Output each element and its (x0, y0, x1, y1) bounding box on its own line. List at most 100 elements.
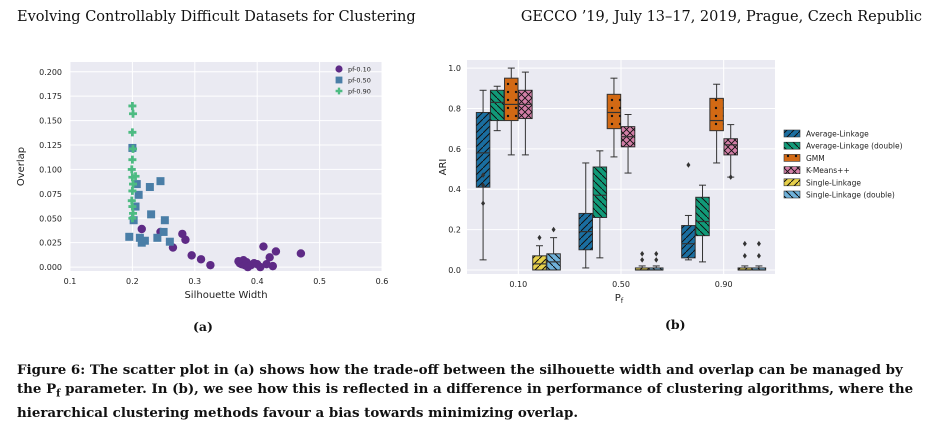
scatter-point (128, 128, 137, 137)
legend-swatch (783, 129, 801, 138)
scatter-point (134, 190, 143, 199)
box-hatch (695, 197, 710, 236)
legend-label: pf-0.10 (348, 66, 371, 74)
scatter-point (168, 243, 178, 252)
subfigure-label-a: (a) (193, 319, 213, 334)
scatter-point (242, 258, 251, 267)
x-tick-label: 0.6 (376, 277, 389, 286)
box (578, 212, 593, 251)
scatter-point (137, 224, 146, 234)
x-tick-label: 0.1 (64, 277, 77, 286)
scatter-point (253, 259, 262, 269)
legend-swatch-hatch (784, 191, 800, 198)
scatter-point (132, 180, 141, 189)
y-tick-label: 0.0 (448, 266, 461, 275)
box-hatch (490, 90, 504, 121)
y-tick-label: 0.8 (448, 104, 461, 113)
scatter-point (265, 253, 274, 262)
scatter-point (128, 155, 137, 164)
box (606, 93, 622, 130)
scatter-point (259, 242, 268, 251)
scatter-point (128, 101, 137, 110)
legend-swatch-hatch (784, 154, 800, 162)
box (620, 126, 636, 148)
scatter-point (165, 237, 174, 246)
x-tick-label: 0.90 (715, 280, 733, 289)
legend-swatch-hatch (784, 166, 800, 174)
box-hatch (738, 267, 752, 270)
legend-label: pf-0.90 (348, 88, 371, 96)
legend-swatch (783, 141, 801, 150)
scatter-point (239, 256, 248, 265)
legend-label: Single-Linkage (double) (806, 191, 895, 200)
y-tick-label: 0.2 (448, 226, 461, 235)
running-header-venue: GECCO ’19, July 13–17, 2019, Prague, Cze… (520, 9, 922, 25)
outlier (742, 253, 747, 259)
legend-label: K-Means++ (806, 166, 850, 175)
figure-caption: Figure 6: The scatter plot in (a) shows … (17, 362, 914, 421)
legend-swatch-hatch (784, 142, 800, 150)
scatter-point (127, 196, 136, 205)
scatter-point (125, 232, 134, 241)
x-tick-label: 0.4 (251, 277, 264, 286)
y-tick-label: 0.175 (39, 92, 62, 101)
scatter-point (243, 262, 253, 272)
box (751, 267, 767, 271)
box (695, 196, 710, 237)
box (681, 225, 696, 259)
outlier (728, 174, 733, 180)
box (532, 255, 547, 271)
plot-area-b (467, 60, 775, 274)
legend-swatch (783, 178, 801, 187)
legend-label: Single-Linkage (806, 178, 861, 187)
scatter-point (128, 173, 137, 182)
scatter-point (140, 236, 149, 245)
scatter-point (129, 109, 138, 118)
box-hatch (752, 267, 766, 270)
legend-swatch-hatch (784, 130, 800, 137)
box-hatch (649, 267, 663, 270)
outlier (481, 182, 486, 188)
outlier (654, 257, 659, 263)
box (709, 97, 724, 132)
box (504, 77, 519, 122)
scatter-point (135, 233, 144, 242)
x-tick-label: 0.2 (126, 277, 139, 286)
scatter-point (131, 202, 140, 211)
scatter-point (127, 165, 136, 174)
box-hatch (681, 225, 696, 258)
scatter-point (156, 227, 165, 237)
box (649, 267, 664, 271)
scatter-point (187, 251, 196, 260)
legend-label: Average-Linkage (double) (806, 142, 903, 151)
legend-swatch (783, 166, 801, 174)
outlier (640, 257, 645, 263)
scatter-point (131, 172, 140, 181)
plot-area-a (70, 62, 382, 271)
scatter-point (206, 260, 215, 270)
outlier (686, 162, 691, 168)
box (475, 111, 491, 188)
box-hatch (476, 112, 490, 188)
y-tick-label: 0.6 (448, 145, 461, 154)
y-tick-label: 0.200 (39, 68, 62, 77)
scatter-point (181, 235, 190, 244)
x-axis-label: Pf (615, 293, 624, 305)
box-hatch (709, 98, 724, 131)
outlier (654, 251, 659, 257)
outlier (537, 234, 542, 241)
scatter-point (262, 259, 271, 269)
scatter-point (128, 214, 137, 223)
y-tick-label: 0.075 (39, 190, 62, 199)
box (546, 253, 561, 271)
scatter-point (145, 183, 154, 192)
subfigure-label-b: (b) (665, 317, 686, 332)
scatter-point (128, 202, 137, 211)
x-tick-label: 0.3 (188, 277, 201, 286)
outlier (756, 253, 761, 259)
box-hatch (579, 213, 593, 250)
outlier (551, 226, 556, 233)
scatter-point (128, 143, 137, 152)
y-tick-label: 0.000 (39, 263, 62, 272)
scatter-point (196, 255, 206, 264)
